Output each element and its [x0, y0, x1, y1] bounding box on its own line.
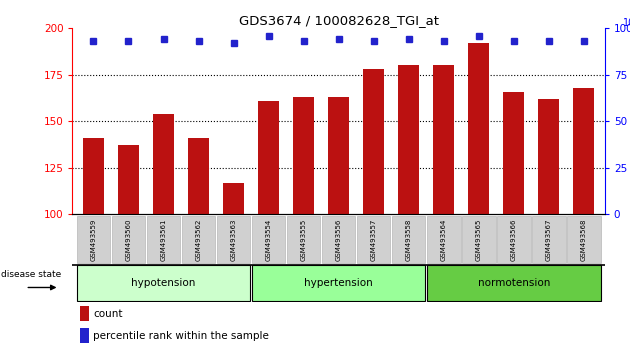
- Text: GSM493565: GSM493565: [476, 219, 482, 261]
- Text: GSM493558: GSM493558: [406, 219, 411, 261]
- Bar: [503, 92, 524, 214]
- FancyBboxPatch shape: [77, 216, 110, 263]
- Text: GSM493563: GSM493563: [231, 218, 236, 261]
- FancyBboxPatch shape: [392, 216, 425, 263]
- Text: GSM493566: GSM493566: [511, 218, 517, 261]
- FancyBboxPatch shape: [322, 216, 355, 263]
- FancyBboxPatch shape: [217, 216, 250, 263]
- Text: GSM493564: GSM493564: [441, 219, 447, 261]
- Text: GSM493554: GSM493554: [266, 219, 272, 261]
- Bar: [538, 99, 559, 214]
- FancyBboxPatch shape: [112, 216, 146, 263]
- Text: GSM493557: GSM493557: [370, 219, 377, 261]
- Bar: [223, 183, 244, 214]
- Bar: [433, 65, 454, 214]
- FancyBboxPatch shape: [497, 216, 530, 263]
- Text: GSM493555: GSM493555: [301, 219, 307, 261]
- Text: count: count: [93, 309, 122, 319]
- FancyBboxPatch shape: [427, 216, 461, 263]
- FancyBboxPatch shape: [287, 216, 321, 263]
- Bar: [118, 145, 139, 214]
- Text: percentile rank within the sample: percentile rank within the sample: [93, 331, 269, 341]
- FancyBboxPatch shape: [252, 265, 425, 301]
- Bar: [153, 114, 174, 214]
- Title: GDS3674 / 100082628_TGI_at: GDS3674 / 100082628_TGI_at: [239, 14, 438, 27]
- Bar: [573, 88, 594, 214]
- Bar: [188, 138, 209, 214]
- Bar: [293, 97, 314, 214]
- FancyBboxPatch shape: [357, 216, 391, 263]
- FancyBboxPatch shape: [462, 216, 496, 263]
- Text: 100%: 100%: [624, 18, 630, 28]
- Text: GSM493568: GSM493568: [581, 218, 587, 261]
- FancyBboxPatch shape: [252, 216, 285, 263]
- FancyBboxPatch shape: [567, 216, 600, 263]
- FancyBboxPatch shape: [77, 265, 250, 301]
- Text: GSM493567: GSM493567: [546, 218, 552, 261]
- Text: hypotension: hypotension: [131, 278, 196, 288]
- Bar: [83, 138, 104, 214]
- Text: GSM493561: GSM493561: [161, 218, 166, 261]
- Bar: [258, 101, 279, 214]
- Text: GSM493559: GSM493559: [91, 219, 96, 261]
- Text: GSM493556: GSM493556: [336, 219, 341, 261]
- Bar: [328, 97, 349, 214]
- Bar: [398, 65, 419, 214]
- FancyBboxPatch shape: [147, 216, 180, 263]
- Text: hypertension: hypertension: [304, 278, 373, 288]
- FancyBboxPatch shape: [532, 216, 566, 263]
- Bar: [363, 69, 384, 214]
- Bar: [80, 306, 89, 321]
- Text: GSM493562: GSM493562: [195, 219, 202, 261]
- Text: GSM493560: GSM493560: [125, 218, 132, 261]
- Bar: [468, 43, 490, 214]
- FancyBboxPatch shape: [181, 216, 215, 263]
- FancyBboxPatch shape: [427, 265, 600, 301]
- Text: disease state: disease state: [1, 270, 62, 279]
- Text: normotension: normotension: [478, 278, 550, 288]
- Bar: [80, 328, 89, 343]
